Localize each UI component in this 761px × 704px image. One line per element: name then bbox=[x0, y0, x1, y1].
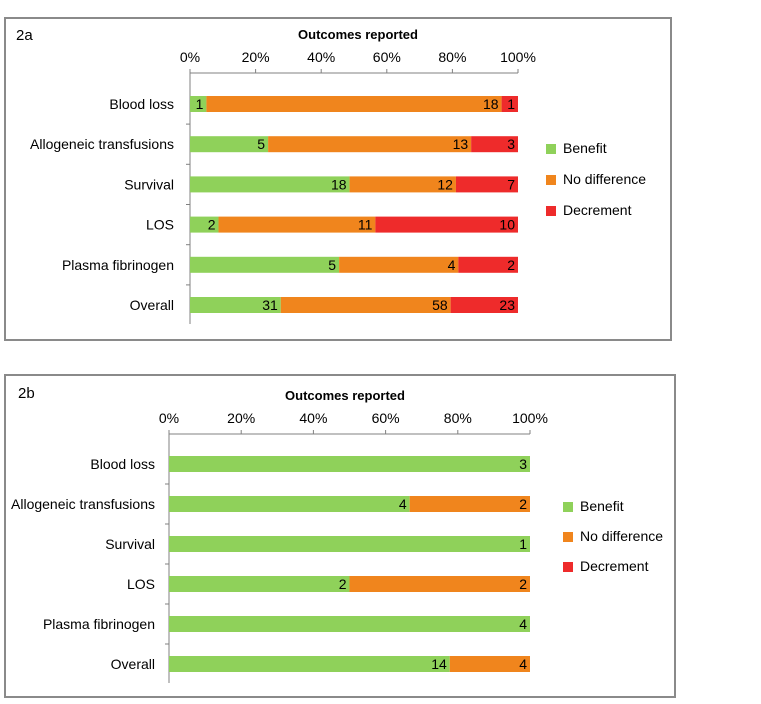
legend-label-benefit: Benefit bbox=[563, 140, 607, 156]
category-label-los: LOS bbox=[127, 576, 155, 592]
data-label-decrement-allogeneic-transfusions: 3 bbox=[507, 136, 515, 152]
x-tick-label: 100% bbox=[500, 49, 536, 65]
data-label-benefit-los: 2 bbox=[208, 217, 216, 233]
category-label-blood-loss: Blood loss bbox=[90, 456, 155, 472]
bar-benefit-plasma-fibrinogen bbox=[190, 256, 340, 273]
bar-benefit-survival bbox=[190, 176, 350, 193]
chart-title-2a: Outcomes reported bbox=[298, 27, 418, 42]
bar-benefit-los bbox=[169, 576, 350, 592]
data-label-decrement-survival: 7 bbox=[507, 176, 515, 192]
data-label-no-difference-overall: 58 bbox=[432, 297, 448, 313]
legend-label-decrement: Decrement bbox=[580, 558, 649, 574]
x-tick-label: 20% bbox=[242, 49, 270, 65]
bar-no-difference-allogeneic-transfusions bbox=[268, 136, 472, 153]
data-label-benefit-plasma-fibrinogen: 4 bbox=[519, 616, 527, 632]
legend-label-no-difference: No difference bbox=[563, 171, 647, 187]
legend-swatch-no-difference bbox=[546, 175, 556, 185]
data-label-decrement-blood-loss: 1 bbox=[507, 96, 515, 112]
data-label-benefit-allogeneic-transfusions: 4 bbox=[399, 496, 407, 512]
x-tick-label: 40% bbox=[307, 49, 335, 65]
bar-no-difference-los bbox=[349, 576, 530, 592]
bar-no-difference-overall bbox=[280, 297, 451, 313]
bar-decrement-plasma-fibrinogen bbox=[458, 256, 518, 273]
data-label-no-difference-allogeneic-transfusions: 2 bbox=[519, 496, 527, 512]
bar-decrement-blood-loss bbox=[501, 96, 518, 112]
category-label-overall: Overall bbox=[130, 297, 174, 313]
legend-label-no-difference: No difference bbox=[580, 528, 664, 544]
x-tick-label: 100% bbox=[512, 410, 548, 426]
data-label-benefit-allogeneic-transfusions: 5 bbox=[257, 136, 265, 152]
data-label-benefit-survival: 18 bbox=[331, 176, 347, 192]
bar-no-difference-plasma-fibrinogen bbox=[339, 256, 459, 273]
bar-benefit-overall bbox=[169, 656, 450, 672]
x-tick-label: 60% bbox=[372, 410, 400, 426]
bar-no-difference-allogeneic-transfusions bbox=[409, 496, 530, 512]
bar-benefit-survival bbox=[169, 536, 530, 552]
data-label-benefit-overall: 31 bbox=[262, 297, 278, 313]
x-tick-label: 20% bbox=[227, 410, 255, 426]
category-label-los: LOS bbox=[146, 217, 174, 233]
data-label-benefit-blood-loss: 3 bbox=[519, 456, 527, 472]
data-label-no-difference-blood-loss: 18 bbox=[483, 96, 499, 112]
bar-benefit-allogeneic-transfusions bbox=[190, 136, 269, 153]
data-label-no-difference-los: 2 bbox=[519, 576, 527, 592]
bar-decrement-allogeneic-transfusions bbox=[471, 136, 518, 153]
bar-benefit-overall bbox=[190, 297, 281, 313]
legend-swatch-no-difference bbox=[563, 532, 573, 542]
bar-no-difference-overall bbox=[449, 656, 530, 672]
category-label-survival: Survival bbox=[105, 536, 155, 552]
data-label-no-difference-survival: 12 bbox=[437, 176, 453, 192]
data-label-no-difference-plasma-fibrinogen: 4 bbox=[448, 257, 456, 273]
chart-title-2b: Outcomes reported bbox=[285, 388, 405, 403]
data-label-benefit-overall: 14 bbox=[431, 656, 447, 672]
bar-benefit-allogeneic-transfusions bbox=[169, 496, 410, 512]
data-label-no-difference-los: 11 bbox=[358, 217, 373, 233]
legend-swatch-decrement bbox=[546, 206, 556, 216]
x-tick-label: 60% bbox=[373, 49, 401, 65]
category-label-allogeneic-transfusions: Allogeneic transfusions bbox=[30, 136, 174, 152]
data-label-benefit-blood-loss: 1 bbox=[196, 96, 204, 112]
legend-label-decrement: Decrement bbox=[563, 202, 632, 218]
category-label-plasma-fibrinogen: Plasma fibrinogen bbox=[62, 257, 174, 273]
bar-no-difference-blood-loss bbox=[206, 96, 502, 112]
x-tick-label: 0% bbox=[159, 410, 179, 426]
panel-label-2b: 2b bbox=[18, 385, 35, 402]
bar-decrement-los bbox=[375, 216, 518, 233]
category-label-survival: Survival bbox=[124, 176, 174, 192]
x-tick-label: 40% bbox=[299, 410, 327, 426]
bar-decrement-survival bbox=[455, 176, 518, 193]
data-label-no-difference-overall: 4 bbox=[519, 656, 527, 672]
data-label-benefit-survival: 1 bbox=[519, 536, 527, 552]
bar-benefit-blood-loss bbox=[169, 456, 530, 472]
category-label-blood-loss: Blood loss bbox=[109, 96, 174, 112]
legend-swatch-decrement bbox=[563, 562, 573, 572]
bar-benefit-plasma-fibrinogen bbox=[169, 616, 530, 632]
bar-no-difference-survival bbox=[349, 176, 456, 193]
legend-swatch-benefit bbox=[546, 144, 556, 154]
category-label-allogeneic-transfusions: Allogeneic transfusions bbox=[11, 496, 155, 512]
data-label-no-difference-allogeneic-transfusions: 13 bbox=[453, 136, 469, 152]
bar-decrement-overall bbox=[450, 297, 518, 313]
data-label-benefit-los: 2 bbox=[339, 576, 347, 592]
legend-label-benefit: Benefit bbox=[580, 498, 624, 514]
data-label-benefit-plasma-fibrinogen: 5 bbox=[328, 257, 336, 273]
x-tick-label: 0% bbox=[180, 49, 200, 65]
data-label-decrement-overall: 23 bbox=[499, 297, 515, 313]
legend-swatch-benefit bbox=[563, 502, 573, 512]
x-tick-label: 80% bbox=[444, 410, 472, 426]
x-tick-label: 80% bbox=[438, 49, 466, 65]
panel-label-2a: 2a bbox=[16, 27, 33, 44]
bar-benefit-blood-loss bbox=[190, 96, 207, 112]
data-label-decrement-los: 10 bbox=[499, 217, 515, 233]
data-label-decrement-plasma-fibrinogen: 2 bbox=[507, 257, 515, 273]
category-label-plasma-fibrinogen: Plasma fibrinogen bbox=[43, 616, 155, 632]
bar-benefit-los bbox=[190, 216, 219, 233]
category-label-overall: Overall bbox=[111, 656, 155, 672]
bar-no-difference-los bbox=[218, 216, 376, 233]
